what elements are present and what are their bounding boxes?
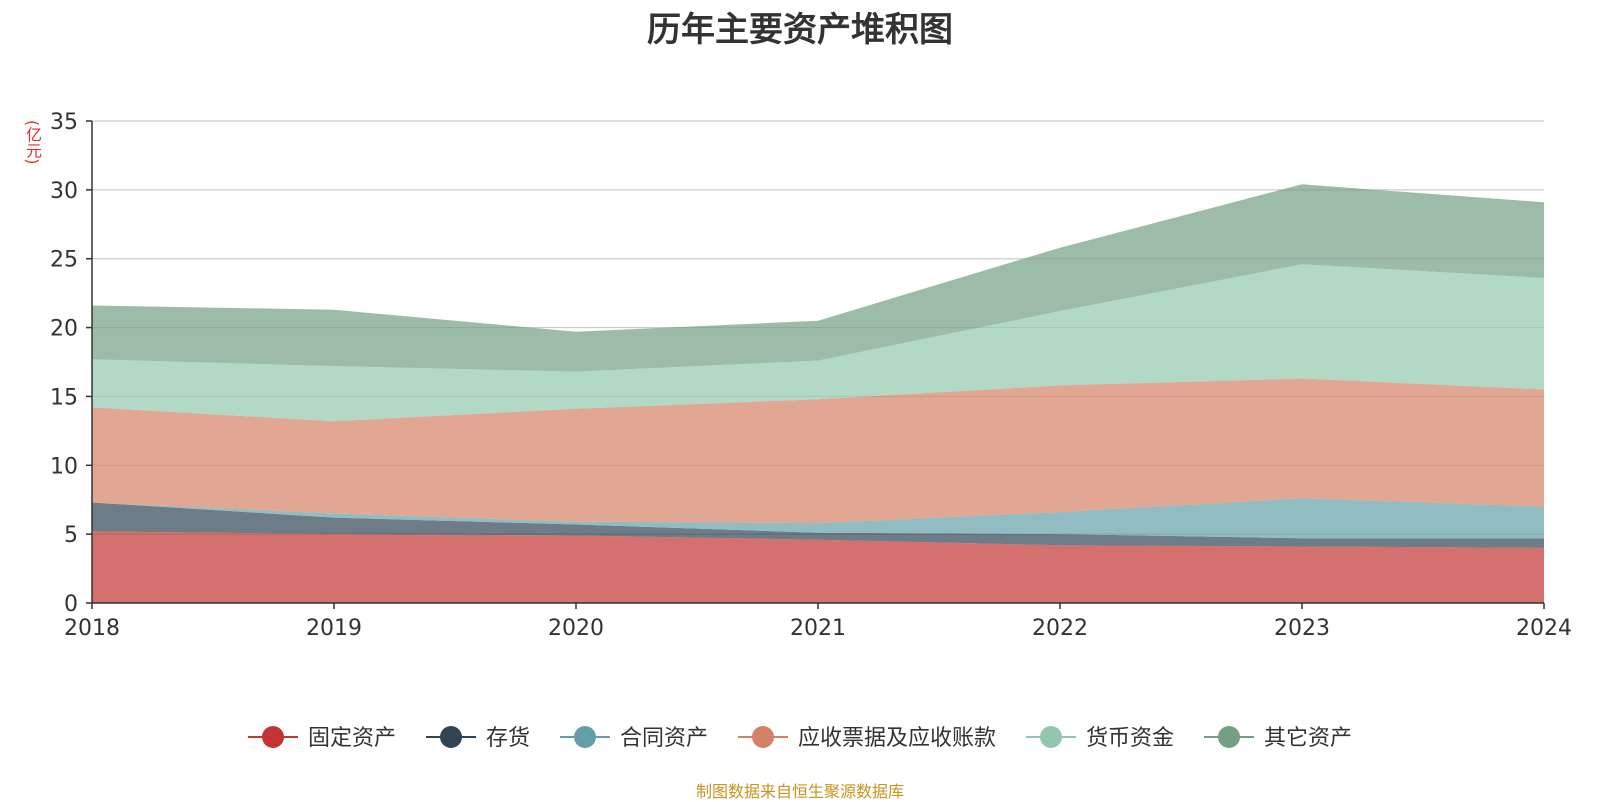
y-tick-label: 25 [50,248,78,273]
data-source-note: 制图数据来自恒生聚源数据库 [695,782,904,801]
legend-item-3[interactable]: 应收票据及应收账款 [738,726,996,751]
legend-item-5[interactable]: 其它资产 [1204,726,1352,751]
legend-item-4[interactable]: 货币资金 [1026,726,1174,751]
x-tick-label: 2021 [790,616,846,641]
area-series-1 [92,502,1544,548]
legend-marker [1040,726,1062,748]
area-series-4 [92,264,1544,422]
legend-label: 存货 [486,726,530,751]
legend-label: 其它资产 [1264,726,1352,751]
area-series-group [92,184,1544,603]
legend-item-1[interactable]: 存货 [426,726,530,751]
y-tick-label: 35 [50,110,78,135]
area-series-0 [92,531,1544,603]
y-tick-label: 10 [50,454,78,479]
y-tick-label: 0 [64,592,78,617]
y-tick-label: 5 [64,523,78,548]
legend-item-2[interactable]: 合同资产 [560,726,708,751]
axes: 0 5 10 15 20 25 30 35 2018 2019 2020 2021 2022 2023 20… [50,110,1572,641]
x-tick-label: 2024 [1516,616,1572,641]
y-tick-label: 20 [50,317,78,342]
area-series-5 [92,184,1544,372]
area-series-3 [92,378,1544,524]
legend: 固定资产 存货 合同资产 应收票据及应收账款 货币资金 其它资产 [248,726,1352,751]
legend-marker [574,726,596,748]
x-tick-label: 2020 [548,616,604,641]
x-tick-label: 2018 [64,616,120,641]
x-tick-label: 2022 [1032,616,1088,641]
legend-item-0[interactable]: 固定资产 [248,726,396,751]
legend-marker [752,726,774,748]
area-series-2 [92,498,1544,539]
x-tick-label: 2019 [306,616,362,641]
y-tick-label: 30 [50,179,78,204]
legend-marker [440,726,462,748]
legend-label: 合同资产 [620,726,708,751]
legend-marker [262,726,284,748]
legend-label: 应收票据及应收账款 [798,726,996,751]
y-axis-unit-label: (亿元) [23,120,42,165]
legend-label: 货币资金 [1086,726,1174,751]
legend-label: 固定资产 [308,726,396,751]
legend-marker [1218,726,1240,748]
y-tick-label: 15 [50,385,78,410]
x-tick-label: 2023 [1274,616,1330,641]
chart-title: 历年主要资产堆积图 [647,10,953,50]
